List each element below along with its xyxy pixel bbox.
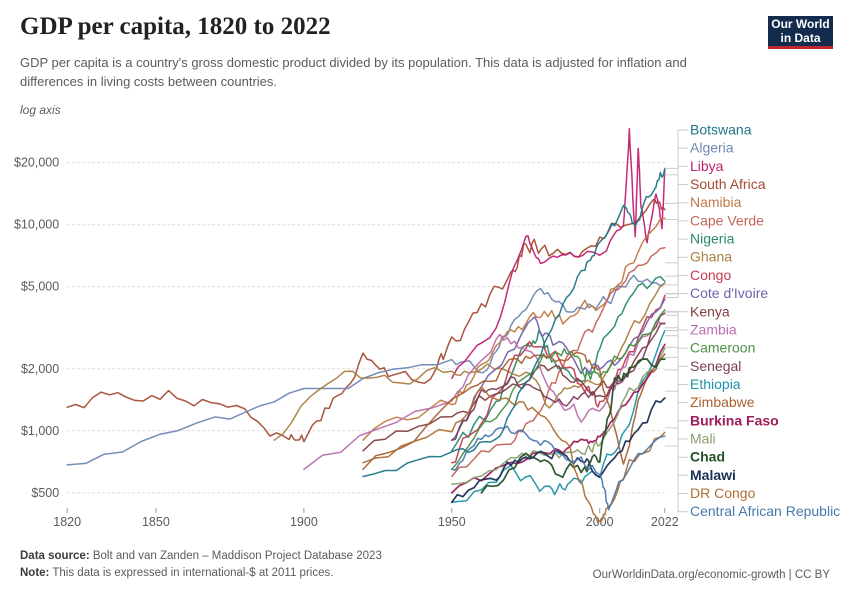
svg-text:$500: $500 — [31, 486, 59, 500]
svg-text:Botswana: Botswana — [690, 122, 752, 138]
svg-text:2000: 2000 — [586, 515, 614, 529]
svg-text:Zimbabwe: Zimbabwe — [690, 394, 755, 410]
svg-text:Mali: Mali — [690, 431, 716, 447]
svg-text:Namibia: Namibia — [690, 194, 742, 210]
svg-text:South Africa: South Africa — [690, 176, 766, 192]
svg-text:Congo: Congo — [690, 267, 731, 283]
svg-text:Chad: Chad — [690, 449, 725, 465]
svg-text:Burkina Faso: Burkina Faso — [690, 412, 779, 428]
svg-text:Libya: Libya — [690, 158, 724, 174]
svg-text:$10,000: $10,000 — [14, 218, 59, 232]
svg-text:1900: 1900 — [290, 515, 318, 529]
svg-text:$2,000: $2,000 — [21, 362, 59, 376]
svg-text:2022: 2022 — [651, 515, 679, 529]
svg-text:1950: 1950 — [438, 515, 466, 529]
svg-text:Cameroon: Cameroon — [690, 340, 755, 356]
svg-text:Ethiopia: Ethiopia — [690, 376, 741, 392]
svg-text:DR Congo: DR Congo — [690, 485, 756, 501]
svg-text:Algeria: Algeria — [690, 140, 734, 156]
svg-text:Senegal: Senegal — [690, 358, 741, 374]
svg-text:$1,000: $1,000 — [21, 424, 59, 438]
svg-text:Central African Republic: Central African Republic — [690, 503, 840, 519]
svg-text:1850: 1850 — [142, 515, 170, 529]
svg-text:$5,000: $5,000 — [21, 280, 59, 294]
svg-text:Zambia: Zambia — [690, 321, 737, 337]
svg-text:Kenya: Kenya — [690, 303, 730, 319]
svg-text:$20,000: $20,000 — [14, 156, 59, 170]
svg-text:Malawi: Malawi — [690, 467, 736, 483]
svg-text:Cote d'Ivoire: Cote d'Ivoire — [690, 285, 768, 301]
svg-text:Nigeria: Nigeria — [690, 231, 735, 247]
svg-text:Cape Verde: Cape Verde — [690, 212, 764, 228]
svg-text:1820: 1820 — [53, 515, 81, 529]
svg-text:Ghana: Ghana — [690, 249, 732, 265]
